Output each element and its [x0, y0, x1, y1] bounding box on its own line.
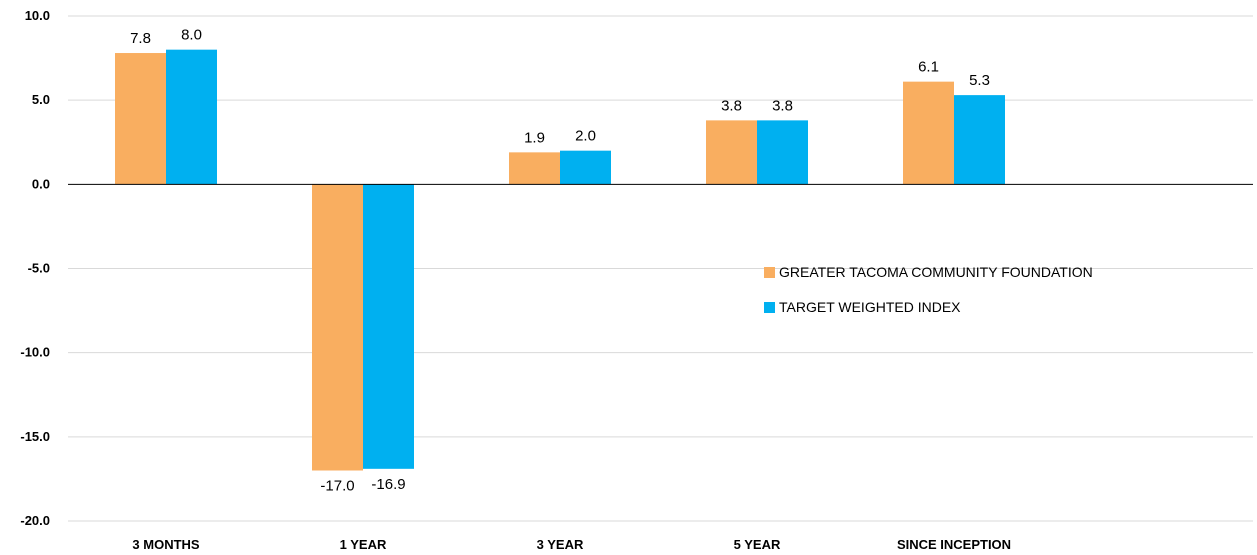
data-label: -17.0 [320, 478, 354, 495]
bar-foundation [115, 53, 166, 185]
legend-swatch [764, 302, 775, 313]
data-label: 7.8 [130, 30, 151, 47]
data-label: 6.1 [918, 59, 939, 76]
bar-foundation [312, 184, 363, 471]
data-labels: 7.8 -17.0 1.9 3.8 6.1 8.0 -16.9 2.0 3.8 5.3 [130, 27, 990, 495]
y-tick-label: 0.0 [32, 176, 50, 191]
bar-index [560, 150, 611, 185]
y-tick-label: -10.0 [20, 345, 50, 360]
x-category-label: 5 YEAR [734, 537, 781, 552]
x-category-label: 1 YEAR [340, 537, 387, 552]
bar-foundation [903, 81, 954, 185]
bar-index [757, 120, 808, 185]
legend-label: GREATER TACOMA COMMUNITY FOUNDATION [779, 264, 1093, 280]
data-label: 8.0 [181, 27, 202, 44]
y-tick-label: -5.0 [28, 261, 50, 276]
legend-swatch [764, 267, 775, 278]
y-axis-ticks: 10.0 5.0 0.0 -5.0 -10.0 -15.0 -20.0 [20, 8, 50, 528]
data-label: 1.9 [524, 129, 545, 146]
bar-foundation [706, 120, 757, 185]
data-label: 3.8 [772, 97, 793, 114]
legend-label: TARGET WEIGHTED INDEX [779, 299, 961, 315]
y-tick-label: 10.0 [25, 8, 50, 23]
y-tick-label: -20.0 [20, 513, 50, 528]
legend: GREATER TACOMA COMMUNITY FOUNDATION TARGE… [764, 264, 1093, 315]
data-label: 3.8 [721, 97, 742, 114]
x-category-label: SINCE INCEPTION [897, 537, 1011, 552]
x-category-label: 3 YEAR [537, 537, 584, 552]
bars [115, 49, 1005, 471]
y-tick-label: 5.0 [32, 92, 50, 107]
gridlines [68, 15, 1253, 522]
y-tick-label: -15.0 [20, 429, 50, 444]
x-category-label: 3 MONTHS [132, 537, 200, 552]
bar-index [166, 49, 217, 185]
data-label: 2.0 [575, 128, 596, 145]
data-label: 5.3 [969, 72, 990, 89]
bar-index [954, 95, 1005, 185]
bar-foundation [509, 152, 560, 185]
bar-index [363, 184, 414, 469]
x-axis-categories: 3 MONTHS 1 YEAR 3 YEAR 5 YEAR SINCE INCEPTIO… [132, 537, 1011, 552]
data-label: -16.9 [371, 476, 405, 493]
